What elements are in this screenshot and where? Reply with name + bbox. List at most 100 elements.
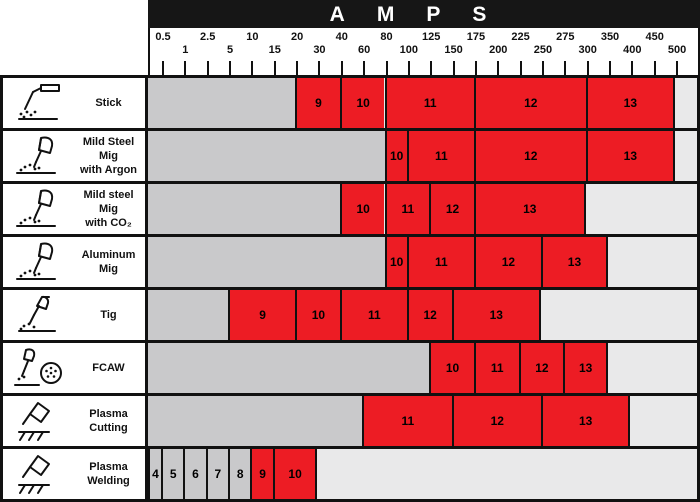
process-label-line: FCAW <box>92 361 125 374</box>
amp-tick-label: 250 <box>533 44 553 56</box>
amp-tick-label: 1 <box>182 44 189 56</box>
shade-block: 13 <box>585 78 676 128</box>
shade-block: 11 <box>384 184 430 234</box>
stick-electrode-icon <box>18 84 60 120</box>
shade-block: 5 <box>161 449 184 499</box>
shade-block: 6 <box>183 449 206 499</box>
amp-tick <box>676 61 679 75</box>
process-label: Mild Steel Mig with Argon <box>75 135 145 178</box>
amp-tick-label: 10 <box>246 31 259 43</box>
amp-range-grid: 10 11 12 13 <box>148 343 697 393</box>
shade-block: 10 <box>339 78 385 128</box>
amp-tick-label: 20 <box>290 31 304 43</box>
process-label-cell: Mild steel Mig with CO₂ <box>3 184 148 234</box>
amp-tick-label: 40 <box>335 31 348 43</box>
process-row: Mild steel Mig with CO₂ 10 11 12 13 <box>3 181 697 234</box>
amp-tick <box>385 61 388 75</box>
shade-block: 13 <box>585 131 676 181</box>
unused-range-left <box>148 237 385 287</box>
process-row: Tig 9 10 11 12 13 <box>3 287 697 340</box>
process-label-cell: Plasma Cutting <box>3 396 148 446</box>
shade-block: 12 <box>518 343 564 393</box>
shade-block: 8 <box>228 449 251 499</box>
amp-tick-label: 15 <box>268 44 281 56</box>
shade-block: 13 <box>540 237 608 287</box>
process-icon-box <box>3 187 75 231</box>
plasma-torch-icon <box>18 455 50 494</box>
unused-range-left <box>148 131 385 181</box>
amp-tick <box>162 61 164 75</box>
amp-tick-label: 80 <box>380 31 393 43</box>
amps-header-bar: AMPS <box>148 0 700 28</box>
amperage-scale: 0.5 1 2.5 5 10 15 20 30 40 60 80 100 125 150 175 200 225… <box>148 28 700 75</box>
process-label-line: Stick <box>95 96 122 109</box>
shade-block: 12 <box>473 131 586 181</box>
fcaw-gun-spool-icon <box>14 348 62 386</box>
process-row: Mild Steel Mig with Argon 10 11 12 13 <box>3 128 697 181</box>
process-label-cell: FCAW <box>3 343 148 393</box>
amp-range-grid: 10 11 12 13 <box>148 237 697 287</box>
shade-block: 11 <box>406 237 474 287</box>
tig-torch-icon <box>18 295 56 332</box>
process-icon-box <box>3 134 75 178</box>
process-icon-box <box>3 293 75 337</box>
plasma-torch-icon <box>18 402 50 441</box>
amp-tick-label: 225 <box>511 31 530 43</box>
shade-block: 12 <box>406 290 452 340</box>
process-label-line: with Argon <box>79 164 138 177</box>
shade-block: 11 <box>406 131 474 181</box>
process-row: Aluminum Mig 10 11 12 13 <box>3 234 697 287</box>
amp-tick <box>251 61 254 75</box>
amp-tick-label: 350 <box>600 31 620 43</box>
process-label-line: Plasma <box>89 460 128 473</box>
process-label: Plasma Welding <box>75 460 145 489</box>
shade-block: 11 <box>339 290 407 340</box>
process-icon-box <box>3 81 75 125</box>
shade-block: 9 <box>228 290 296 340</box>
process-label-line: Mild Steel Mig <box>82 135 135 162</box>
amp-range-grid: 10 11 12 13 <box>148 184 697 234</box>
shade-block: 12 <box>451 396 541 446</box>
amp-tick <box>318 61 321 75</box>
process-label: FCAW <box>75 361 145 375</box>
process-label-cell: Tig <box>3 290 148 340</box>
amp-tick-label: 300 <box>578 44 597 56</box>
process-label-line: Welding <box>87 475 130 487</box>
unused-range-left <box>148 290 229 340</box>
process-label-line: with CO₂ <box>85 217 132 230</box>
amp-tick <box>340 61 343 75</box>
shade-block: 12 <box>473 237 541 287</box>
process-row: FCAW 10 11 12 13 <box>3 340 697 393</box>
shade-block: 10 <box>272 449 318 499</box>
process-icon-box <box>3 346 75 390</box>
unused-range-left <box>148 78 296 128</box>
shade-block: 9 <box>250 449 273 499</box>
shade-block: 4 <box>148 449 161 499</box>
process-label-line: Plasma <box>89 407 128 420</box>
amp-tick-label: 2.5 <box>200 31 216 43</box>
process-label-line: Cutting <box>89 422 128 434</box>
amp-tick <box>564 61 567 75</box>
amp-range-grid: 4 5 6 7 8 9 10 <box>148 449 697 499</box>
process-row: Stick 9 10 11 12 13 <box>3 78 697 128</box>
amp-tick <box>206 61 209 75</box>
amp-tick <box>184 61 187 75</box>
amp-tick <box>519 61 522 75</box>
process-row: Plasma Cutting 11 12 13 <box>3 393 697 446</box>
amp-tick-label: 60 <box>358 44 371 56</box>
process-label-cell: Plasma Welding <box>3 449 148 499</box>
amp-tick <box>430 61 433 75</box>
amp-tick-label: 500 <box>667 44 687 56</box>
shade-block: 13 <box>540 396 631 446</box>
shade-block: 13 <box>563 343 608 393</box>
amp-tick <box>541 61 544 75</box>
unused-range-left <box>148 184 340 234</box>
amp-tick <box>452 61 455 75</box>
amp-tick <box>586 61 589 75</box>
amp-tick <box>296 61 299 75</box>
process-label-cell: Stick <box>3 78 148 128</box>
amp-range-grid: 9 10 11 12 13 <box>148 290 697 340</box>
unused-range-left <box>148 343 430 393</box>
process-row: Plasma Welding 4 5 6 7 8 9 10 <box>3 446 697 499</box>
